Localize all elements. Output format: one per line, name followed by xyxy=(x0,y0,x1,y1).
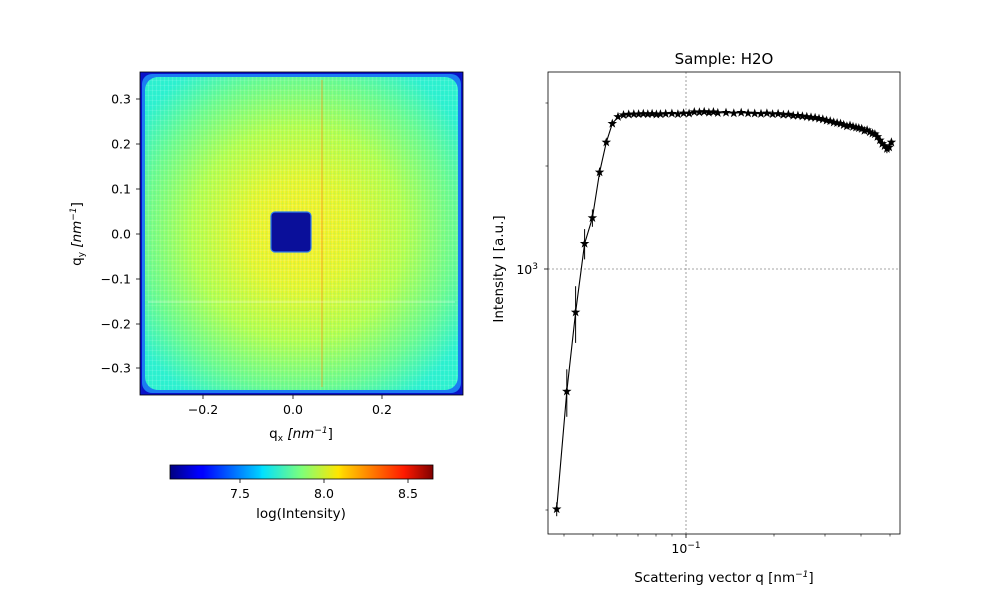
profile-x-axis-label: Scattering vector q [nm−1] xyxy=(634,570,813,586)
detector-image-panel xyxy=(139,71,464,396)
beamstop-mask xyxy=(271,212,311,252)
profile-x-tick-label: 10−1 xyxy=(671,541,700,556)
heatmap-x-axis: −0.2 0.0 0.2 qx [nm−1] xyxy=(188,395,392,444)
colorbar-tick-label: 8.0 xyxy=(314,486,334,501)
profile-title: Sample: H2O xyxy=(675,50,774,68)
colorbar-gradient xyxy=(169,464,434,480)
profile-point xyxy=(729,108,739,118)
heatmap-y-tick-label: −0.2 xyxy=(101,317,131,332)
detector-column-hot xyxy=(321,80,323,387)
heatmap-y-axis: 0.3 0.2 0.1 0.0 −0.1 −0.2 −0.3 qy [nm−1] xyxy=(69,92,140,376)
profile-point xyxy=(613,111,623,121)
beamstop-mask-edge xyxy=(270,211,312,253)
profile-plot: Sample: H2O 10−1 103 xyxy=(491,50,901,586)
colorbar-tick-label: 7.5 xyxy=(230,486,250,501)
heatmap-x-axis-label: qx [nm−1] xyxy=(269,426,333,444)
heatmap-y-tick-label: 0.3 xyxy=(111,92,131,107)
profile-point xyxy=(721,107,731,117)
colorbar-label: log(Intensity) xyxy=(256,506,346,522)
heatmap-y-tick-label: 0.2 xyxy=(111,137,131,152)
profile-error-bars xyxy=(556,111,892,517)
heatmap-y-tick-label: −0.1 xyxy=(101,272,131,287)
profile-y-tick-label: 103 xyxy=(516,262,538,277)
detector-row-hot xyxy=(148,301,455,303)
heatmap-axes-frame xyxy=(139,71,464,396)
profile-minor-ticks xyxy=(545,102,891,537)
heatmap-x-tick-label: −0.2 xyxy=(188,402,218,417)
profile-point xyxy=(601,137,612,147)
colorbar-tick-label: 8.5 xyxy=(398,486,418,501)
profile-line xyxy=(556,111,892,510)
heatmap-y-axis-label: qy [nm−1] xyxy=(69,202,87,266)
heatmap-y-tick-label: 0.0 xyxy=(111,227,131,242)
heatmap-x-tick-label: 0.2 xyxy=(372,402,392,417)
profile-point xyxy=(713,107,723,117)
heatmap-y-tick-label: 0.1 xyxy=(111,182,131,197)
profile-y-axis-label: Intensity I [a.u.] xyxy=(491,215,507,322)
profile-axes-frame xyxy=(547,71,901,535)
heatmap-y-tick-label: −0.3 xyxy=(101,361,131,376)
profile-markers xyxy=(551,106,897,514)
profile-series xyxy=(551,106,897,517)
colorbar: 7.5 8.0 8.5 log(Intensity) xyxy=(169,464,434,522)
heatmap-x-tick-label: 0.0 xyxy=(283,402,303,417)
